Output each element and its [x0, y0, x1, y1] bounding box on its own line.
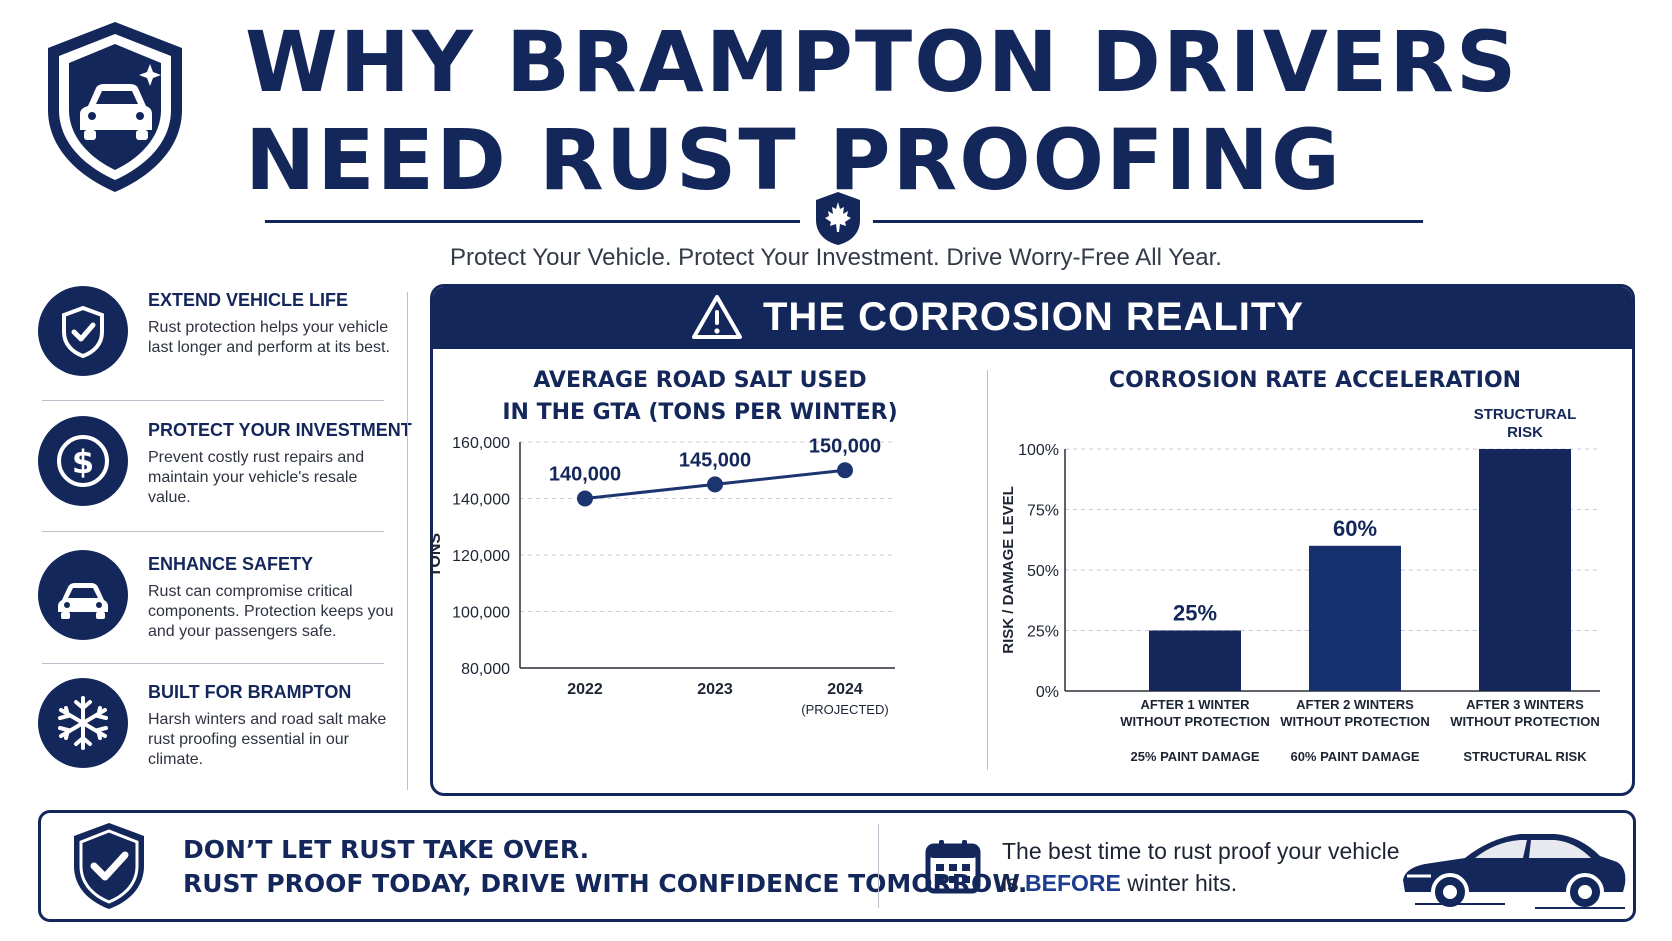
data-label: RISK — [1507, 424, 1543, 441]
feature-title: ENHANCE SAFETY — [148, 554, 314, 574]
y-tick-label: 25% — [1027, 624, 1059, 641]
corrosion-panel: THE CORROSION REALITY — [430, 284, 1635, 796]
y-tick-label: 100,000 — [452, 605, 510, 622]
feature-divider — [42, 400, 384, 401]
maple-leaf-icon — [816, 192, 860, 245]
call-to-action-banner — [38, 810, 1636, 922]
data-label: 140,000 — [549, 464, 621, 486]
x-tick-label: AFTER 1 WINTER — [1140, 697, 1250, 712]
feature-built-for-brampton: BUILT FOR BRAMPTON Harsh winters and roa… — [38, 678, 388, 796]
panel-divider — [987, 370, 988, 770]
feature-divider — [42, 663, 384, 664]
x-tick-label: WITHOUT PROTECTION — [1280, 714, 1430, 729]
bar — [1479, 449, 1571, 691]
page-title-line-2: NEED RUST PROOFING — [245, 111, 1342, 209]
feature-title: EXTEND VEHICLE LIFE — [148, 290, 349, 310]
data-point — [577, 490, 593, 507]
shield-check-icon — [74, 823, 144, 909]
feature-title: PROTECT YOUR INVESTMENT — [148, 420, 412, 440]
title-rule-right — [873, 220, 1423, 223]
x-tick-label: 2023 — [697, 681, 733, 698]
banner-text-pre: is — [1002, 870, 1025, 896]
x-tick-label: AFTER 3 WINTERS — [1466, 697, 1584, 712]
y-axis-label: TONS — [430, 533, 444, 577]
column-divider — [407, 292, 408, 790]
x-tick-sublabel: (PROJECTED) — [801, 702, 888, 717]
y-tick-label: 140,000 — [452, 492, 510, 509]
bar-sublabel: 60% PAINT DAMAGE — [1290, 749, 1419, 764]
y-tick-label: 160,000 — [452, 435, 510, 452]
y-tick-label: 120,000 — [452, 548, 510, 565]
corrosion-bar-chart: 0% 25% 50% 75% 100% RISK / DAMAGE LEVEL 25% AFT… — [1000, 406, 1600, 764]
banner-text-post: winter hits. — [1120, 870, 1238, 896]
bar-chart-title: CORROSION RATE ACCELERATION — [1108, 368, 1522, 393]
feature-title: BUILT FOR BRAMPTON — [148, 682, 352, 702]
feature-text: Prevent costly rust repairs and maintain… — [148, 449, 365, 506]
title-rule-left — [265, 220, 800, 223]
y-tick-label: 50% — [1027, 563, 1059, 580]
data-label: 145,000 — [679, 449, 751, 471]
feature-text: Rust can compromise critical components.… — [148, 583, 394, 640]
feature-divider — [42, 531, 384, 532]
shield-car-logo — [48, 22, 182, 192]
banner-headline: DON’T LET RUST TAKE OVER. — [183, 835, 590, 864]
line-chart-title-line-2: IN THE GTA (TONS PER WINTER) — [502, 400, 898, 425]
y-tick-label: 80,000 — [461, 661, 510, 678]
y-tick-label: 0% — [1036, 684, 1059, 701]
banner-timing-text: The best time to rust proof your vehicle — [1002, 838, 1400, 864]
feature-text: Rust protection helps your vehicle last … — [148, 319, 390, 356]
x-tick-label: 2024 — [827, 681, 863, 698]
bar-sublabel: STRUCTURAL RISK — [1463, 749, 1587, 764]
snowflake-icon — [38, 678, 128, 768]
sedan-illustration-icon — [1403, 834, 1626, 911]
x-tick-label: 2022 — [567, 681, 603, 698]
road-salt-line-chart: 80,000 100,000 120,000 140,000 160,000 TONS 14… — [430, 435, 895, 717]
data-label: 150,000 — [809, 435, 881, 457]
line-chart-title: AVERAGE ROAD SALT USED IN THE GTA (TONS … — [480, 365, 920, 429]
feature-extend-vehicle-life: EXTEND VEHICLE LIFE Rust protection help… — [38, 286, 390, 404]
bar — [1149, 630, 1241, 691]
panel-header: THE CORROSION REALITY — [433, 287, 1632, 349]
dollar-icon: $ — [38, 416, 128, 506]
x-tick-label: WITHOUT PROTECTION — [1120, 714, 1270, 729]
panel-title: THE CORROSION REALITY — [763, 295, 1305, 339]
car-icon — [38, 550, 128, 640]
data-label: 60% — [1333, 516, 1377, 541]
data-label: 25% — [1173, 601, 1217, 626]
line-chart-title-line-1: AVERAGE ROAD SALT USED — [533, 368, 867, 393]
banner-tagline: RUST PROOF TODAY, DRIVE WITH CONFIDENCE … — [183, 869, 1028, 898]
feature-enhance-safety: ENHANCE SAFETY Rust can compromise criti… — [38, 550, 393, 668]
y-tick-label: 100% — [1018, 442, 1059, 459]
page-title-line-1: WHY BRAMPTON DRIVERS — [245, 13, 1519, 111]
shield-check-icon — [38, 286, 128, 376]
banner-divider — [878, 824, 879, 908]
feature-protect-investment: $ PROTECT YOUR INVESTMENT Prevent costly… — [38, 416, 412, 534]
x-tick-label: WITHOUT PROTECTION — [1450, 714, 1600, 729]
y-tick-label: 75% — [1027, 503, 1059, 520]
banner-emphasis: BEFORE — [1025, 870, 1121, 896]
warning-icon — [692, 295, 742, 339]
data-point — [707, 476, 723, 493]
data-label: STRUCTURAL — [1474, 406, 1577, 423]
banner-timing-text-2: is BEFORE winter hits. — [1002, 870, 1237, 897]
feature-text: Harsh winters and road salt make rust pr… — [148, 711, 387, 768]
y-axis-label: RISK / DAMAGE LEVEL — [1000, 486, 1017, 654]
data-point — [837, 462, 853, 479]
page-subtitle: Protect Your Vehicle. Protect Your Inves… — [450, 244, 1222, 271]
svg-text:$: $ — [72, 443, 94, 481]
calendar-icon — [925, 840, 981, 894]
bar-sublabel: 25% PAINT DAMAGE — [1130, 749, 1259, 764]
bar — [1309, 545, 1401, 691]
x-tick-label: AFTER 2 WINTERS — [1296, 697, 1414, 712]
